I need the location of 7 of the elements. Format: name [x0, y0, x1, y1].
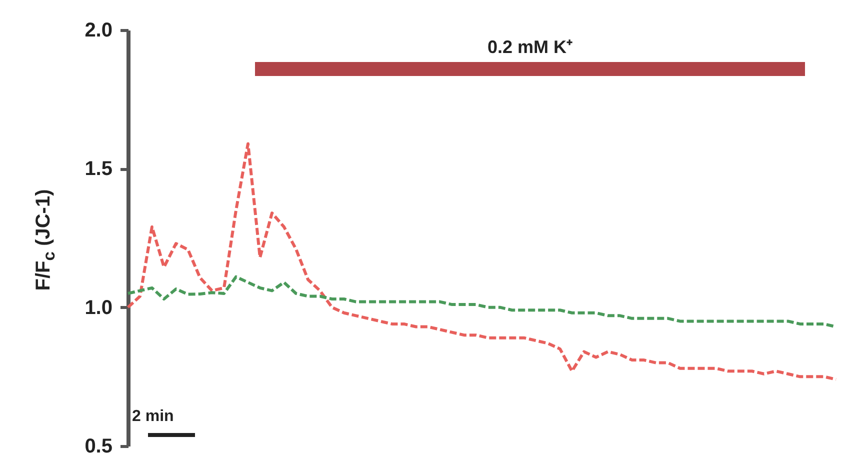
- annotation: 0.2 mM K⁺: [487, 36, 573, 58]
- y-tick-label: 1.5: [84, 158, 112, 180]
- y-tick-label: 0.5: [84, 436, 112, 454]
- line-series: [126, 142, 838, 381]
- y-tick-label: 1.0: [84, 296, 112, 319]
- annotation: 2 min: [132, 408, 174, 426]
- y-tick-label: 2.0: [84, 20, 112, 42]
